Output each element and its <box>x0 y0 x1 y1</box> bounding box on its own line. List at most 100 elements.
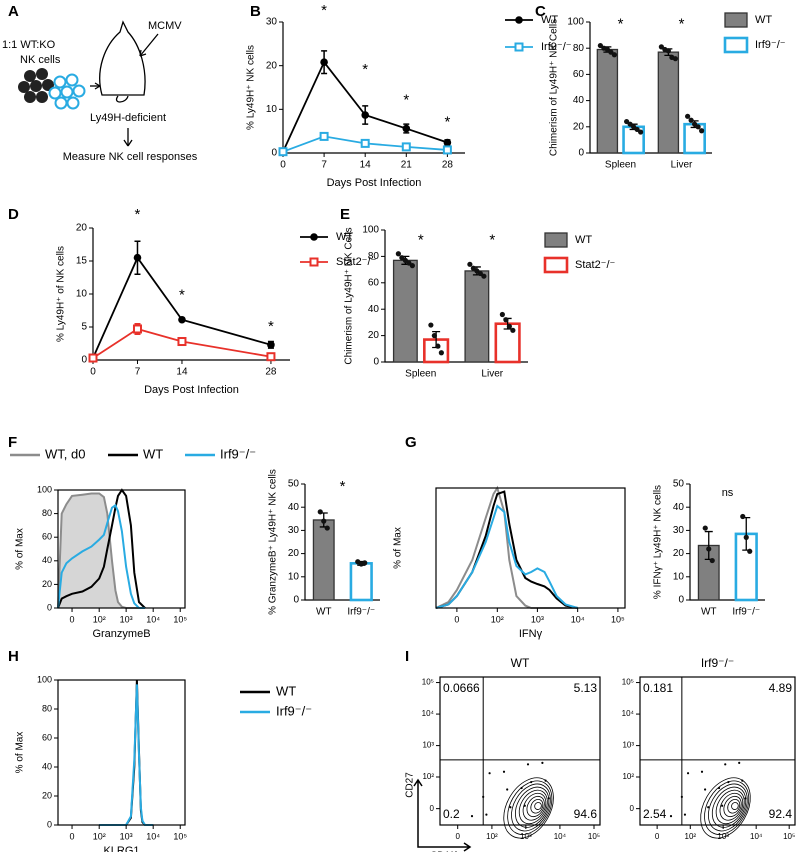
y-tick-label: 20 <box>266 60 278 71</box>
annotation: * <box>403 92 409 109</box>
data-point <box>395 251 401 257</box>
data-point <box>362 560 368 566</box>
data-point <box>695 124 701 130</box>
outlier-dot <box>488 772 491 775</box>
data-point <box>503 317 509 323</box>
y-tick-label: 10³ <box>422 741 434 750</box>
outlier-dot <box>509 806 512 809</box>
annotation: * <box>418 232 424 249</box>
x-tick-label: 10⁵ <box>611 614 625 624</box>
y-axis-label: % of Max <box>15 528 26 570</box>
y-tick-label: 0 <box>81 355 87 366</box>
annotation: * <box>444 113 450 130</box>
data-point <box>428 322 434 328</box>
x-tick-label: WT <box>316 607 332 618</box>
panel-label: F <box>8 434 17 451</box>
plot-frame <box>57 679 186 826</box>
y-tick-label: 60 <box>368 277 380 288</box>
contour-plot <box>669 761 751 839</box>
contour-line <box>518 789 548 825</box>
x-tick-label: Liver <box>481 369 503 380</box>
annotation: * <box>321 2 327 19</box>
legend-label: Stat2⁻/⁻ <box>575 259 616 271</box>
marker <box>267 341 275 349</box>
y-tick-label: 40 <box>573 95 585 106</box>
nk-cells <box>18 68 86 110</box>
histogram-curve <box>435 504 578 609</box>
marker <box>266 352 276 362</box>
marker <box>442 145 452 155</box>
y-axis-label: % of Max <box>15 732 26 774</box>
legend-label: WT <box>143 446 163 461</box>
y-tick-label: 80 <box>42 703 52 713</box>
x-tick-label: 10⁴ <box>554 832 567 841</box>
marker <box>177 337 187 347</box>
outlier-dot <box>485 813 488 816</box>
y-tick-label: 0 <box>293 595 299 606</box>
y-tick-label: 5 <box>81 322 87 333</box>
outlier-dot <box>526 763 530 766</box>
x-tick-label: 10³ <box>520 832 532 841</box>
bar <box>349 562 373 602</box>
x-tick-label: 10³ <box>120 831 133 841</box>
data-point <box>499 311 505 318</box>
contour-line <box>526 795 545 818</box>
x-axis-label: Days Post Infection <box>327 177 422 189</box>
y-tick-label: 0 <box>630 804 635 813</box>
x-tick-label: 10⁵ <box>173 831 187 841</box>
x-axis-label: GranzymeB <box>92 628 150 640</box>
x-tick-label: 7 <box>321 160 327 171</box>
outlier-dot <box>717 786 721 790</box>
plot-title: WT <box>511 656 530 670</box>
marker <box>320 58 328 66</box>
x-tick-label: 10² <box>486 832 498 841</box>
series-line <box>92 255 272 359</box>
y-tick-label: 0 <box>373 357 379 368</box>
outlier-dot <box>724 763 727 766</box>
panel-label: I <box>405 648 409 665</box>
legend-swatch <box>544 232 568 248</box>
y-axis-label: Chimerism of Ly49H⁺ NK Cells <box>549 19 560 156</box>
histogram-curve <box>99 684 154 826</box>
outlier-dot <box>669 815 673 818</box>
x-tick-label: 10² <box>491 614 504 624</box>
y-tick-label: 20 <box>76 223 88 234</box>
legend-label: Stat2⁻/⁻ <box>336 256 377 268</box>
contour-line <box>715 789 745 825</box>
y-tick-label: 60 <box>573 69 585 80</box>
x-tick-label: 10⁴ <box>146 614 160 624</box>
plot-title: Irf9⁻/⁻ <box>701 656 734 670</box>
outlier-dot <box>506 788 509 791</box>
x-tick-label: 0 <box>454 614 459 624</box>
virus-label: MCMV <box>148 20 182 32</box>
contour-line <box>723 795 742 818</box>
data-point <box>510 327 516 333</box>
x-tick-label: 10³ <box>717 832 729 841</box>
y-tick-label: 20 <box>288 548 300 559</box>
data-point <box>324 525 330 531</box>
legend-swatch <box>723 36 749 54</box>
data-point <box>481 273 487 279</box>
outlier-dot <box>541 761 544 764</box>
data-point <box>743 534 749 540</box>
legend-marker <box>514 42 524 52</box>
quadrant-label: 94.6 <box>574 807 598 821</box>
y-tick-label: 40 <box>42 761 52 771</box>
y-tick-label: 100 <box>37 674 52 684</box>
y-tick-label: 100 <box>567 17 584 28</box>
annotation: * <box>679 16 685 33</box>
y-tick-label: 10⁵ <box>622 678 634 687</box>
legend-label: WT, d0 <box>45 446 85 461</box>
contour-line <box>731 802 739 810</box>
legend-marker <box>309 257 319 267</box>
outlier-dot <box>703 788 707 791</box>
contour-line <box>522 792 547 821</box>
y-tick-label: 10 <box>76 289 88 300</box>
data-point <box>438 350 444 356</box>
y-tick-label: 50 <box>288 479 300 490</box>
legend-label: WT <box>755 14 772 26</box>
y-axis-label: CD27 <box>405 772 416 798</box>
x-tick-label: Spleen <box>605 160 636 171</box>
y-tick-label: 10 <box>288 571 300 582</box>
mouse-label: Ly49H-deficient <box>90 112 166 124</box>
